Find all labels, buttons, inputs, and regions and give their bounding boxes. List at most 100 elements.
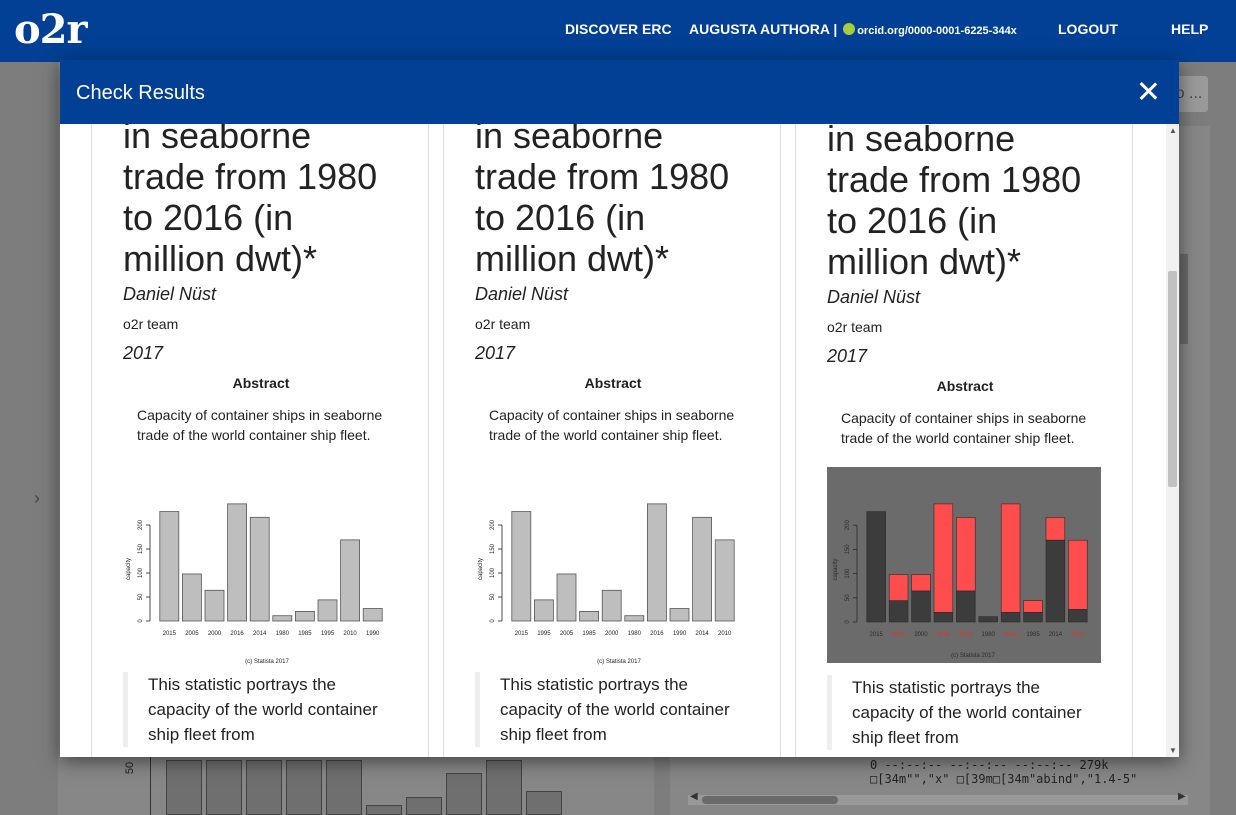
- bar: [579, 611, 599, 622]
- x-tick-label: 2016: [650, 631, 664, 637]
- bar: [534, 599, 554, 622]
- bar: [340, 539, 360, 622]
- result-column-2: in seaborne trade from 1980 to 2016 (in mil…: [443, 124, 781, 757]
- nav-user-name: AUGUSTA AUTHORA |: [689, 21, 838, 37]
- paper-title-line: to 2016 (in: [475, 197, 646, 238]
- y-axis-label: capacity: [126, 558, 132, 580]
- x-tick-label: 1990: [366, 631, 380, 637]
- nav-user[interactable]: AUGUSTA AUTHORA | orcid.org/0000-0001-62…: [689, 21, 1017, 37]
- bar: [956, 590, 976, 623]
- background-bar: [246, 760, 282, 815]
- modal-vertical-scrollbar[interactable]: ▲ ▼: [1166, 124, 1179, 757]
- chart-caption: (c) Statista 2017: [951, 653, 995, 659]
- y-tick-label: 200: [490, 519, 496, 530]
- chevron-right-icon[interactable]: ›: [34, 488, 40, 508]
- x-tick-label: 1980: [628, 631, 642, 637]
- paper-date: 2017: [827, 346, 868, 366]
- bar: [669, 608, 690, 622]
- background-bar: [526, 791, 562, 815]
- y-tick-label: 150: [138, 543, 144, 554]
- background-bar: [206, 760, 242, 815]
- y-tick-label: 150: [845, 544, 851, 555]
- o2r-logo[interactable]: o2r: [14, 6, 88, 53]
- statistic-quote: This statistic portrays the capacity of …: [827, 675, 1107, 750]
- y-tick-label: 100: [490, 567, 496, 578]
- x-tick-label: 2000: [914, 632, 928, 638]
- bar: [1000, 612, 1021, 623]
- x-tick-label: 2005: [892, 632, 906, 638]
- nav-logout[interactable]: LOGOUT: [1058, 21, 1118, 37]
- y-tick-label: 200: [138, 519, 144, 530]
- orcid-icon: [843, 23, 856, 35]
- bar: [159, 511, 180, 622]
- result-column-3: in seaborne trade from 1980 to 2016 (in mil…: [795, 124, 1133, 757]
- background-hscroll[interactable]: [688, 795, 1188, 805]
- abstract-heading: Abstract: [936, 378, 994, 394]
- x-tick-label: 2014: [253, 631, 267, 637]
- diff-bar: [1068, 539, 1088, 610]
- background-axis-label: 50: [124, 761, 137, 775]
- scroll-down-icon[interactable]: ▼: [1169, 746, 1177, 755]
- scroll-left-icon[interactable]: ◀: [690, 791, 698, 802]
- bar: [866, 511, 886, 623]
- bar: [978, 616, 998, 623]
- paper-title-line: million dwt)*: [827, 241, 1022, 282]
- background-bar: [166, 760, 202, 815]
- paper-title-line: million dwt)*: [475, 238, 670, 279]
- paper-title-line: in seaborne: [827, 124, 1016, 159]
- diff-bar: [933, 503, 954, 613]
- bar: [295, 611, 315, 622]
- y-tick-label: 200: [845, 520, 851, 531]
- bar: [204, 589, 225, 622]
- bar: [227, 503, 247, 622]
- bar: [888, 600, 909, 623]
- diff-bar: [911, 574, 931, 592]
- capacity-bar-chart: 0 50 100 150 200 capacity 2015 2005 2000 2016 2014…: [126, 503, 383, 665]
- bar: [272, 615, 293, 622]
- nav-orcid-link[interactable]: orcid.org/0000-0001-6225-344x: [857, 25, 1017, 37]
- capacity-bar-chart: 0 50 100 150 200 capacity 2015 1995 2005 1985 2000…: [478, 503, 735, 665]
- y-tick-label: 0: [845, 620, 851, 624]
- x-tick-label: 2005: [560, 631, 574, 637]
- x-tick-label: 1985: [582, 631, 596, 637]
- bar: [714, 539, 735, 622]
- nav-discover-erc[interactable]: DISCOVER ERC: [565, 21, 672, 37]
- bar: [317, 599, 338, 622]
- close-icon[interactable]: [1135, 78, 1161, 104]
- background-bar: [366, 805, 402, 815]
- y-axis-label: capacity: [478, 558, 484, 580]
- paper-date: 2017: [475, 343, 516, 363]
- top-navigation-bar: o2r DISCOVER ERC AUGUSTA AUTHORA | orcid…: [0, 0, 1236, 62]
- x-tick-label: 2010: [343, 631, 357, 637]
- scroll-up-icon[interactable]: ▲: [1169, 126, 1177, 135]
- background-bar: [326, 760, 362, 815]
- y-axis-label: capacity: [833, 558, 839, 580]
- bar: [249, 516, 270, 622]
- paper-affiliation: o2r team: [123, 316, 179, 332]
- x-tick-label: 1990: [673, 631, 687, 637]
- bar: [647, 503, 667, 622]
- bar: [511, 511, 532, 622]
- nav-help[interactable]: HELP: [1171, 21, 1209, 37]
- background-scroll-thumb[interactable]: [1180, 254, 1188, 344]
- background-chart: [120, 757, 580, 815]
- background-bar: [486, 760, 522, 815]
- paper-title-line: million dwt)*: [123, 238, 318, 279]
- paper-title-line: in seaborne: [123, 124, 312, 156]
- paper-date: 2017: [123, 343, 164, 363]
- scroll-right-icon[interactable]: ▶: [1178, 791, 1186, 802]
- paper-title-line: trade from 1980: [827, 159, 1082, 200]
- background-hscroll-thumb[interactable]: [702, 796, 838, 804]
- modal-body: in seaborne trade from 1980 to 2016 (in mil…: [60, 124, 1166, 757]
- x-tick-label: 2014: [695, 631, 709, 637]
- x-tick-label: 2005: [185, 631, 199, 637]
- abstract-text: Capacity of container ships in seaborne …: [137, 407, 383, 443]
- x-tick-label: 1985: [298, 631, 312, 637]
- y-tick-label: 50: [490, 593, 496, 600]
- x-tick-label: 2016: [230, 631, 244, 637]
- bar: [911, 590, 931, 623]
- x-tick-label: 2010: [1071, 632, 1085, 638]
- modal-scroll-thumb[interactable]: [1168, 271, 1177, 487]
- background-console-output: 0 --:--:-- --:--:-- --:--:-- 279k □[34m""…: [870, 758, 1137, 786]
- x-tick-label: 2000: [605, 631, 619, 637]
